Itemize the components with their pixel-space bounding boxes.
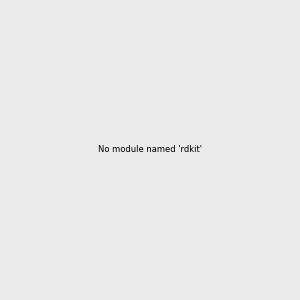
Text: No module named 'rdkit': No module named 'rdkit' — [98, 146, 202, 154]
